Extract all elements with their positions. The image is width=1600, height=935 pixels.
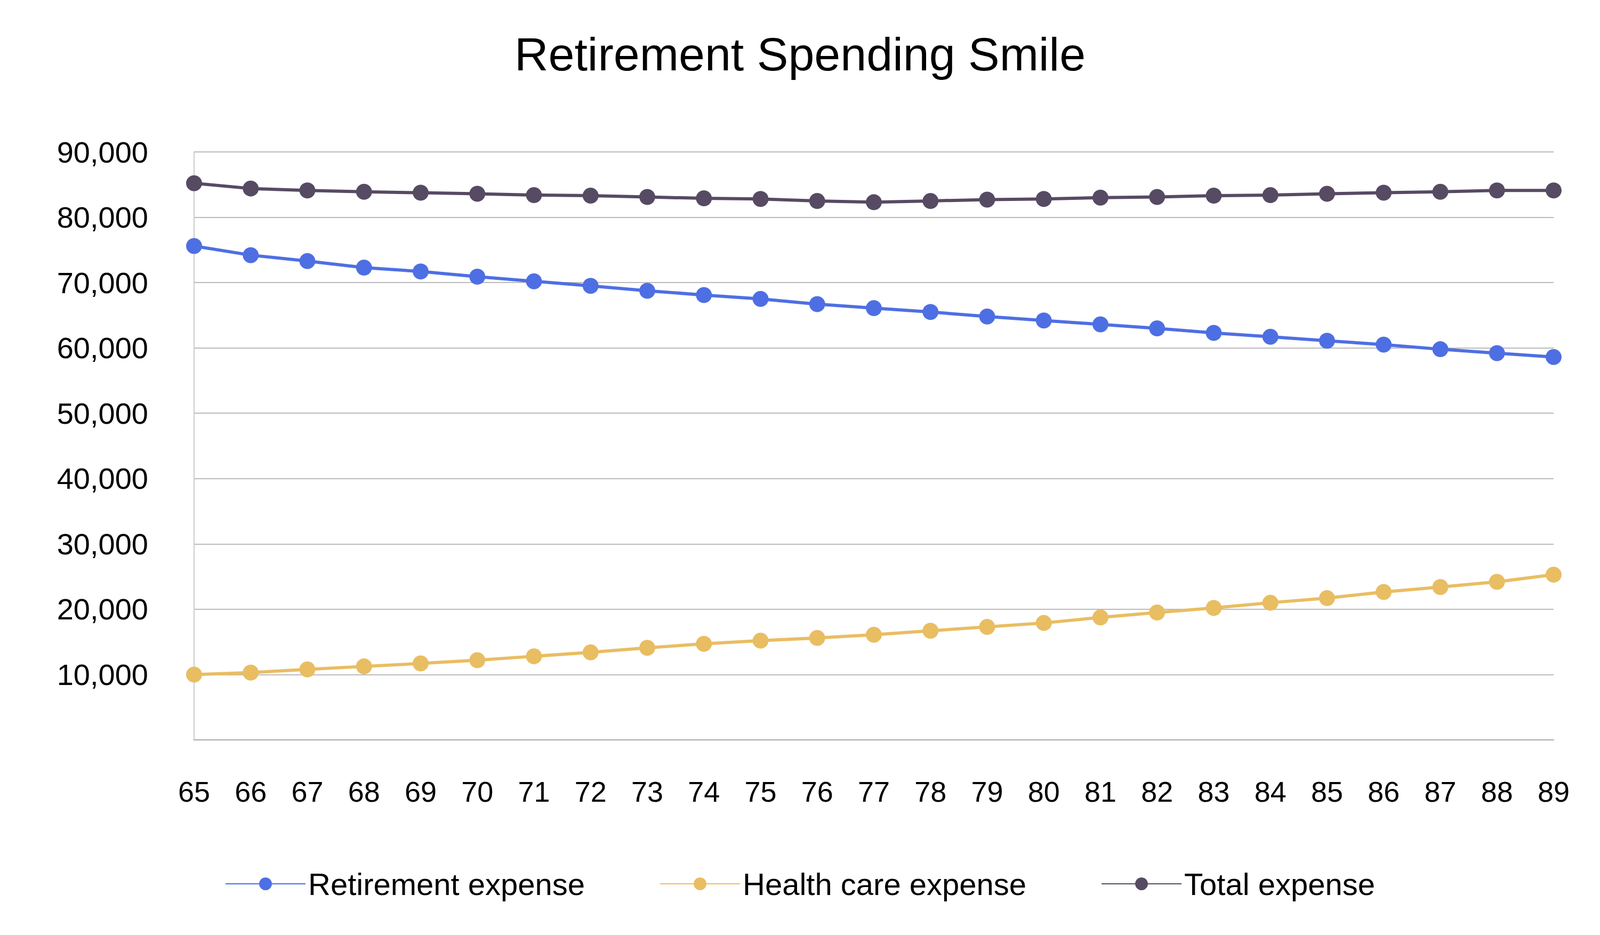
svg-text:67: 67 — [291, 775, 324, 808]
svg-text:20,000: 20,000 — [57, 592, 149, 626]
svg-text:78: 78 — [914, 775, 947, 808]
svg-text:88: 88 — [1481, 775, 1514, 808]
svg-text:Retirement expense: Retirement expense — [308, 866, 585, 902]
svg-text:84: 84 — [1254, 775, 1287, 808]
svg-text:90,000: 90,000 — [57, 135, 149, 170]
svg-text:80: 80 — [1027, 775, 1060, 808]
svg-text:68: 68 — [348, 775, 381, 808]
svg-text:Health care expense: Health care expense — [742, 866, 1027, 902]
svg-text:60,000: 60,000 — [57, 331, 149, 365]
svg-text:86: 86 — [1367, 775, 1400, 808]
svg-text:73: 73 — [631, 775, 664, 808]
svg-text:79: 79 — [970, 775, 1003, 808]
svg-text:Retirement Spending Smile: Retirement Spending Smile — [514, 27, 1086, 81]
svg-text:69: 69 — [404, 775, 437, 808]
svg-text:72: 72 — [574, 775, 607, 808]
svg-text:Total expense: Total expense — [1184, 866, 1376, 902]
svg-text:50,000: 50,000 — [57, 396, 149, 431]
svg-text:40,000: 40,000 — [57, 461, 149, 496]
svg-text:65: 65 — [178, 775, 211, 808]
svg-text:66: 66 — [234, 775, 267, 808]
svg-text:77: 77 — [857, 775, 890, 808]
svg-text:89: 89 — [1537, 775, 1570, 808]
svg-text:70,000: 70,000 — [57, 266, 149, 300]
svg-text:81: 81 — [1084, 775, 1117, 808]
svg-text:82: 82 — [1140, 775, 1173, 808]
svg-text:70: 70 — [461, 775, 494, 808]
svg-text:85: 85 — [1311, 775, 1344, 808]
svg-text:75: 75 — [744, 775, 777, 808]
svg-text:80,000: 80,000 — [57, 200, 149, 235]
svg-text:76: 76 — [801, 775, 834, 808]
svg-text:30,000: 30,000 — [57, 527, 149, 561]
svg-text:10,000: 10,000 — [57, 657, 149, 692]
svg-text:87: 87 — [1424, 775, 1457, 808]
svg-text:71: 71 — [517, 775, 550, 808]
svg-text:83: 83 — [1197, 775, 1230, 808]
svg-text:74: 74 — [687, 775, 720, 808]
